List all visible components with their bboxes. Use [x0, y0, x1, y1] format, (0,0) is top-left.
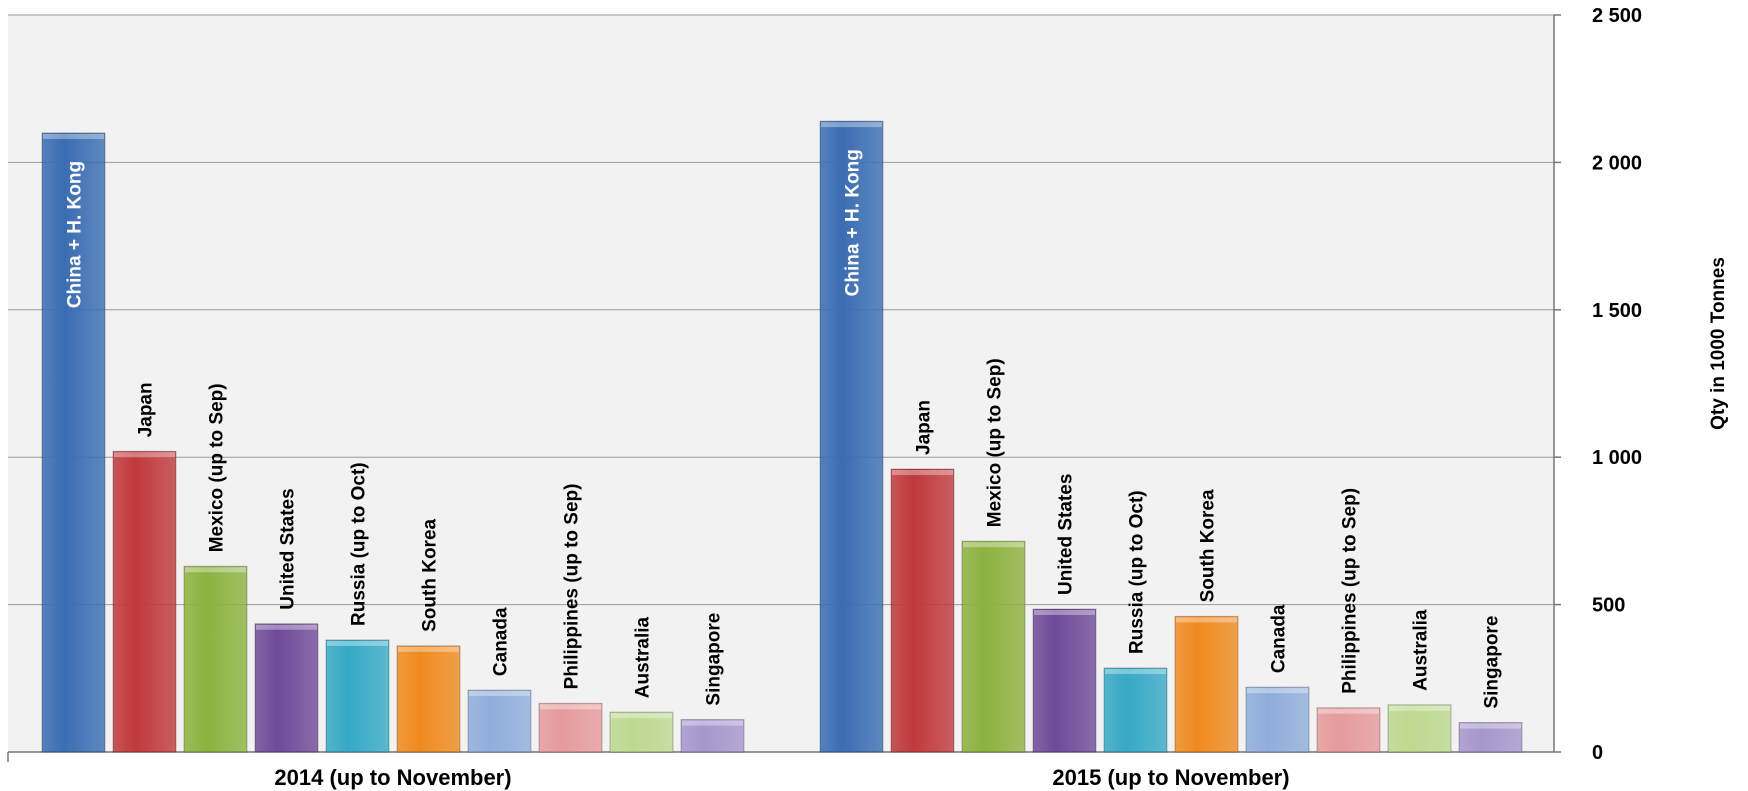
bar-top-bevel [682, 720, 743, 726]
y-tick-label: 1 500 [1592, 300, 1642, 322]
bar-category-label: Australia [1411, 609, 1432, 691]
bar-category-label: Singapore [704, 613, 725, 706]
bar-top-bevel [469, 691, 530, 697]
bar-top-bevel [1389, 705, 1450, 711]
bar [609, 711, 674, 753]
bar-category-label: Russia (up to Oct) [1127, 490, 1148, 654]
bar-top-bevel [256, 624, 317, 630]
bar-category-label: Singapore [1482, 616, 1503, 709]
bar [254, 623, 319, 753]
bar-category-label: South Korea [420, 518, 441, 631]
bar-top-bevel [963, 542, 1024, 548]
bar-top-bevel [1105, 668, 1166, 674]
y-tick-label: 1 000 [1592, 447, 1642, 469]
bar [1245, 686, 1310, 753]
bar [1032, 608, 1097, 753]
bar [961, 540, 1026, 753]
bar-top-bevel [1318, 708, 1379, 714]
bar [680, 719, 745, 753]
bar-top-bevel [114, 452, 175, 458]
bar-category-label: United States [278, 488, 299, 609]
bar-category-label: China + H. Kong [65, 161, 86, 308]
bar-top-bevel [821, 122, 882, 128]
bar [1458, 722, 1523, 753]
bar-top-bevel [540, 704, 601, 710]
bar-top-bevel [327, 640, 388, 646]
bar-category-label: China + H. Kong [843, 149, 864, 296]
y-tick-label: 0 [1592, 742, 1603, 764]
bar [467, 689, 532, 753]
bar-category-label: Japan [136, 382, 157, 437]
bar-top-bevel [1034, 610, 1095, 616]
bar-top-bevel [185, 567, 246, 573]
bar [890, 468, 955, 753]
labels: China + H. Kong Japan Mexico (up to Sep) Un… [65, 149, 1503, 790]
bar-top-bevel [1460, 723, 1521, 729]
bar-category-label: Canada [491, 607, 512, 676]
bar [41, 132, 106, 753]
bar-top-bevel [892, 469, 953, 475]
bar-category-label: Russia (up to Oct) [349, 462, 370, 626]
bar-top-bevel [1176, 617, 1237, 623]
bar [1316, 707, 1381, 753]
y-tick-label: 2 000 [1592, 152, 1642, 174]
bar [819, 120, 884, 753]
y-tick-label: 500 [1592, 595, 1625, 617]
bar-category-label: Mexico (up to Sep) [985, 358, 1006, 527]
bar-top-bevel [611, 713, 672, 719]
bar [1387, 704, 1452, 753]
bar [538, 702, 603, 753]
bar [1174, 615, 1239, 753]
bar-top-bevel [398, 646, 459, 652]
bar [112, 450, 177, 753]
bar [325, 639, 390, 753]
bar-category-label: Japan [914, 400, 935, 455]
bar [1103, 667, 1168, 753]
bar-category-label: United States [1056, 474, 1077, 595]
bar-category-label: Australia [633, 616, 654, 698]
bar-category-label: Canada [1269, 604, 1290, 673]
bar-category-label: Mexico (up to Sep) [207, 383, 228, 552]
y-tick-label: 2 500 [1592, 5, 1642, 27]
bar-top-bevel [1247, 688, 1308, 694]
bar-category-label: Philippines (up to Sep) [562, 484, 583, 690]
bar [396, 645, 461, 753]
x-group-label: 2014 (up to November) [274, 765, 511, 790]
bar [183, 565, 248, 753]
bar-category-label: South Korea [1198, 489, 1219, 602]
bar-category-label: Philippines (up to Sep) [1340, 488, 1361, 694]
y-axis-title: Qty in 1000 Tonnes [1708, 257, 1729, 430]
bar-top-bevel [43, 133, 104, 139]
bars [41, 120, 1523, 753]
x-group-label: 2015 (up to November) [1052, 765, 1289, 790]
